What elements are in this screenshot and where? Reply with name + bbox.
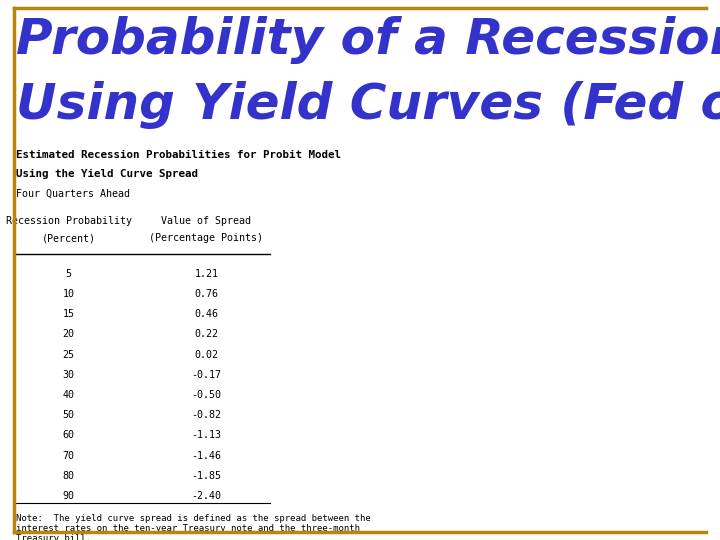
Text: 70: 70: [63, 451, 74, 461]
Text: Estimated Recession Probabilities for Probit Model: Estimated Recession Probabilities for Pr…: [17, 150, 341, 160]
Text: 50: 50: [63, 410, 74, 420]
Text: 15: 15: [63, 309, 74, 319]
Text: -0.82: -0.82: [192, 410, 222, 420]
Text: -1.85: -1.85: [192, 471, 222, 481]
Text: Note:  The yield curve spread is defined as the spread between the
interest rate: Note: The yield curve spread is defined …: [17, 514, 371, 540]
Text: -0.50: -0.50: [192, 390, 222, 400]
Text: -1.13: -1.13: [192, 430, 222, 441]
Text: 0.02: 0.02: [194, 349, 218, 360]
Text: 5: 5: [66, 268, 71, 279]
Text: Value of Spread: Value of Spread: [161, 215, 251, 226]
Text: Using the Yield Curve Spread: Using the Yield Curve Spread: [17, 170, 198, 179]
Text: 60: 60: [63, 430, 74, 441]
Text: 80: 80: [63, 471, 74, 481]
Text: 1.21: 1.21: [194, 268, 218, 279]
Text: -0.17: -0.17: [192, 370, 222, 380]
Text: Recession Probability: Recession Probability: [6, 215, 132, 226]
Text: -1.46: -1.46: [192, 451, 222, 461]
Text: (Percent): (Percent): [42, 233, 96, 244]
Text: Probability of a Recession: Probability of a Recession: [17, 16, 720, 64]
Text: -2.40: -2.40: [192, 491, 222, 501]
Text: 40: 40: [63, 390, 74, 400]
Text: 0.46: 0.46: [194, 309, 218, 319]
Text: 90: 90: [63, 491, 74, 501]
Text: (Percentage Points): (Percentage Points): [150, 233, 264, 244]
Text: 30: 30: [63, 370, 74, 380]
Text: 0.76: 0.76: [194, 289, 218, 299]
Text: 10: 10: [63, 289, 74, 299]
Text: Four Quarters Ahead: Four Quarters Ahead: [17, 189, 130, 199]
Text: 20: 20: [63, 329, 74, 339]
Text: Using Yield Curves (Fed of New: Using Yield Curves (Fed of New: [17, 82, 720, 130]
Text: 0.22: 0.22: [194, 329, 218, 339]
Text: 25: 25: [63, 349, 74, 360]
